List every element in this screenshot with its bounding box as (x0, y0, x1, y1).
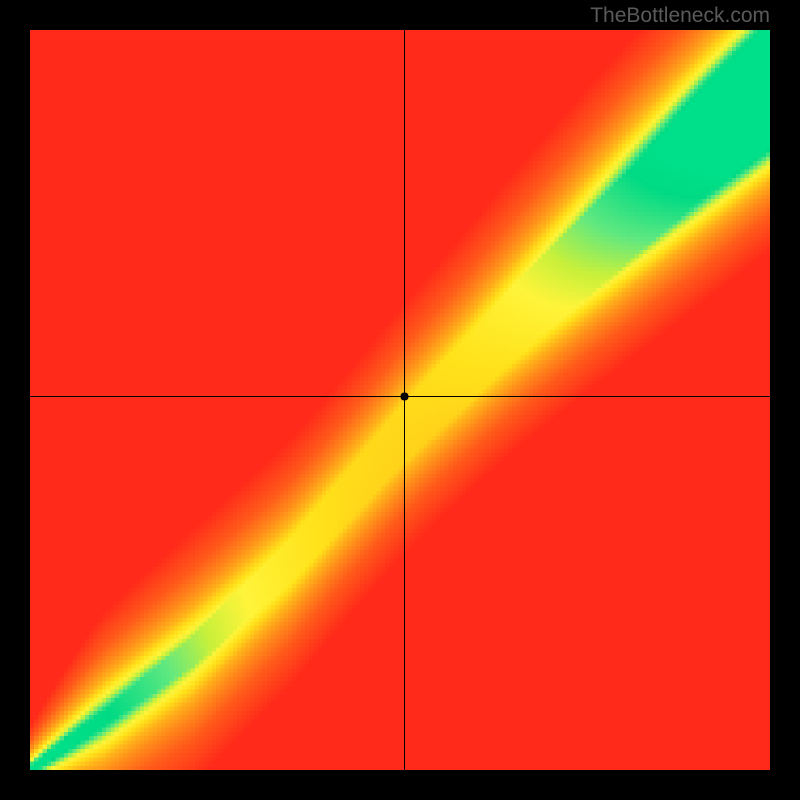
watermark-text: TheBottleneck.com (590, 4, 770, 28)
crosshair-overlay (30, 30, 770, 770)
chart-frame: TheBottleneck.com (0, 0, 800, 800)
